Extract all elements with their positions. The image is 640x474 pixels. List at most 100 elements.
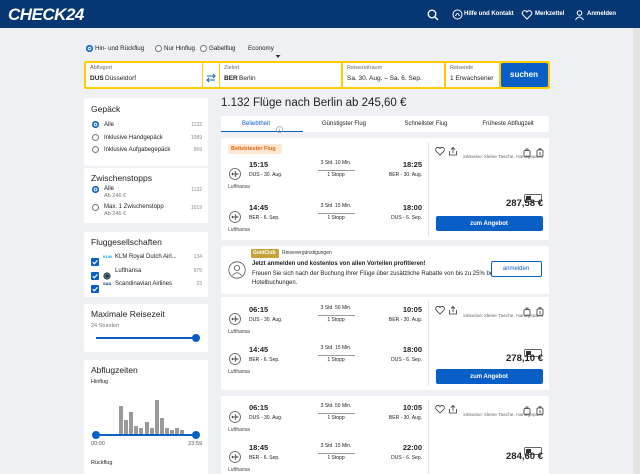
airline-logo <box>103 267 111 280</box>
header-link-icon[interactable] <box>574 8 586 21</box>
to: DUS - 6. Sep. <box>391 357 422 363</box>
tab-label[interactable]: Früheste Abflugzeit <box>482 121 534 127</box>
airline-logo: SAS <box>103 281 112 286</box>
route-line <box>318 170 355 171</box>
header-link[interactable]: Hilfe und Kontakt <box>464 11 514 17</box>
login-button[interactable] <box>491 261 542 277</box>
filter-option[interactable]: Alle <box>104 186 115 192</box>
search-button-label[interactable]: suchen <box>509 70 539 79</box>
card-divider <box>428 142 429 236</box>
search-button[interactable] <box>501 63 548 87</box>
login-button-label[interactable]: anmelden <box>502 266 530 272</box>
to: BER - 30. Aug. <box>388 317 422 323</box>
favorite-icon[interactable] <box>435 401 445 414</box>
filter-option[interactable]: KLM Royal Dutch Airl... <box>115 254 177 260</box>
share-icon[interactable] <box>448 401 458 414</box>
filter-sub-title: Hinflug <box>91 379 109 385</box>
search-field[interactable] <box>86 63 202 87</box>
search-icon[interactable] <box>427 8 439 21</box>
favorite-icon[interactable] <box>435 302 445 315</box>
arr-time: 10:05 <box>402 403 422 412</box>
caret-part <box>275 55 281 58</box>
tab[interactable] <box>221 116 303 132</box>
trip-type[interactable]: Hin- und Rückflug <box>95 45 145 52</box>
filter-panel <box>84 168 208 223</box>
swap-button[interactable] <box>203 63 219 87</box>
filter-option[interactable]: Max. 1 Zwischenstopp <box>104 204 164 210</box>
slider-knob[interactable] <box>192 431 200 439</box>
cabin-select[interactable]: Economy <box>248 45 274 52</box>
filter-option[interactable]: Inklusive Handgepäck <box>104 134 163 141</box>
radio[interactable] <box>155 45 162 52</box>
checkbox[interactable] <box>91 267 99 280</box>
offer-button[interactable] <box>436 369 543 384</box>
filter-option[interactable]: Inklusive Aufgabegepäck <box>104 147 171 153</box>
bag-icon-part <box>525 148 529 151</box>
offer-button-label[interactable]: zum Angebot <box>470 221 508 227</box>
dep-time: 06:15 <box>249 305 269 314</box>
radio[interactable] <box>86 45 93 52</box>
filter-sub: Ab 246 € <box>104 211 127 217</box>
luggage-icon-part <box>524 447 542 455</box>
radio[interactable] <box>92 133 99 141</box>
trip-type[interactable]: Nur Hinflug <box>164 45 195 52</box>
offer-button-label[interactable]: zum Angebot <box>470 374 508 380</box>
bag-icon <box>536 402 544 415</box>
tab-label[interactable]: Beliebtheit <box>241 121 271 127</box>
checkbox-part <box>92 273 98 279</box>
plane-icon-part <box>231 170 239 178</box>
airline-logo-part <box>103 271 111 280</box>
price: 287,58 € <box>506 198 543 209</box>
filter-sub-title: Rückflug <box>91 460 113 466</box>
filter-option[interactable]: Lufthansa <box>115 267 142 274</box>
search-field[interactable] <box>343 63 444 87</box>
plane-icon-part <box>229 211 241 223</box>
from: DUS - 30. Aug. <box>249 172 283 178</box>
favorite-icon[interactable] <box>435 143 445 156</box>
radio[interactable] <box>92 146 99 153</box>
bag-icon <box>523 144 531 157</box>
tab-label[interactable]: Schnellster Flug <box>404 121 448 127</box>
search-field[interactable] <box>446 63 499 87</box>
header-link-icon[interactable] <box>521 8 533 20</box>
trip-type[interactable]: Gabelflug <box>209 45 236 52</box>
stops: 1 Stopp <box>327 357 345 363</box>
to: DUS - 6. Sep. <box>391 215 422 221</box>
histogram-bar <box>119 406 123 434</box>
filter-title: Gepäck <box>91 104 121 114</box>
radio[interactable] <box>92 186 99 193</box>
plane-icon-part <box>229 313 241 325</box>
filter-sub: Ab 246 € <box>104 193 127 199</box>
search-field[interactable] <box>220 63 341 87</box>
user-icon-part <box>228 261 246 279</box>
range-label: 23:59 <box>188 441 202 447</box>
stops: 1 Stopp <box>327 317 345 323</box>
slider-knob[interactable] <box>92 431 100 439</box>
filter-option[interactable]: Scandinavian Airlines <box>115 281 173 287</box>
offer-button[interactable] <box>436 216 543 231</box>
radio[interactable] <box>92 121 99 128</box>
filter-panel <box>84 304 208 352</box>
radio[interactable] <box>200 45 207 52</box>
share-icon-part <box>449 305 457 315</box>
slider-knob[interactable] <box>192 334 200 342</box>
duration: 3 Std. 15 Min. <box>320 443 352 449</box>
header-link[interactable]: Merkzettel <box>535 11 565 17</box>
radio[interactable] <box>92 204 99 211</box>
filter-count: 23 <box>196 281 202 287</box>
bag-icon <box>536 144 544 157</box>
header-link-icon-part <box>521 10 533 20</box>
logo[interactable]: CHECK24 <box>8 5 84 24</box>
share-icon[interactable] <box>448 302 458 315</box>
arr-time: 18:00 <box>402 345 422 354</box>
tab-label[interactable]: Günstigster Flug <box>321 121 367 127</box>
filter-title: Zwischenstopps <box>91 173 152 183</box>
checkbox[interactable] <box>91 253 99 266</box>
checkbox[interactable] <box>91 280 99 293</box>
header-link-icon[interactable] <box>452 8 464 20</box>
user-icon-part <box>234 265 240 271</box>
share-icon[interactable] <box>448 143 458 156</box>
filter-panel <box>84 360 208 474</box>
header-link[interactable]: Anmelden <box>587 11 617 17</box>
filter-option[interactable]: Alle <box>104 122 115 128</box>
